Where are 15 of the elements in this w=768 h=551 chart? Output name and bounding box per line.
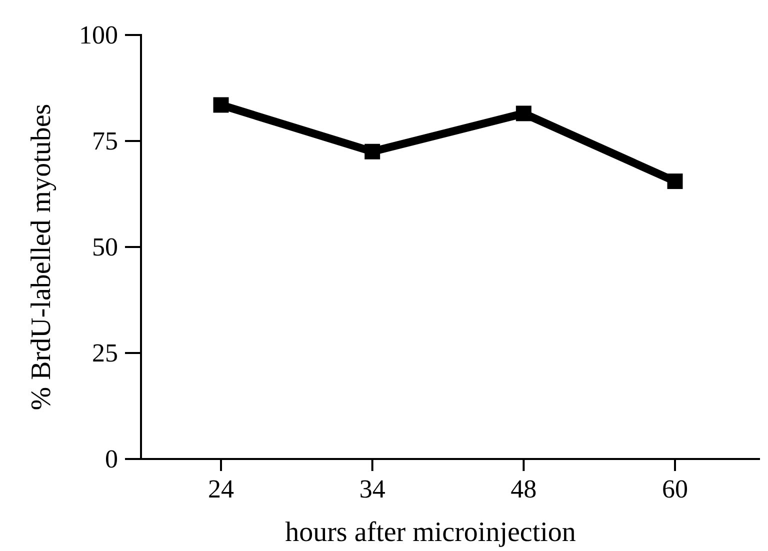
y-tick-label: 50 <box>92 232 118 262</box>
x-axis-title: hours after microinjection <box>285 517 576 548</box>
x-tick-label: 48 <box>510 474 537 504</box>
x-tick-label: 24 <box>208 474 234 504</box>
point <box>667 174 683 190</box>
x-tick-label: 60 <box>662 474 688 504</box>
y-tick-label: 75 <box>92 126 118 156</box>
point <box>516 106 532 122</box>
point <box>213 97 229 113</box>
y-tick-label: 0 <box>105 444 118 474</box>
x-tick-label: 34 <box>359 474 386 504</box>
point <box>364 144 380 160</box>
y-tick-label: 25 <box>92 338 118 368</box>
y-axis-title: % BrdU-labelled myotubes <box>26 104 57 410</box>
y-tick-label: 100 <box>79 20 118 50</box>
